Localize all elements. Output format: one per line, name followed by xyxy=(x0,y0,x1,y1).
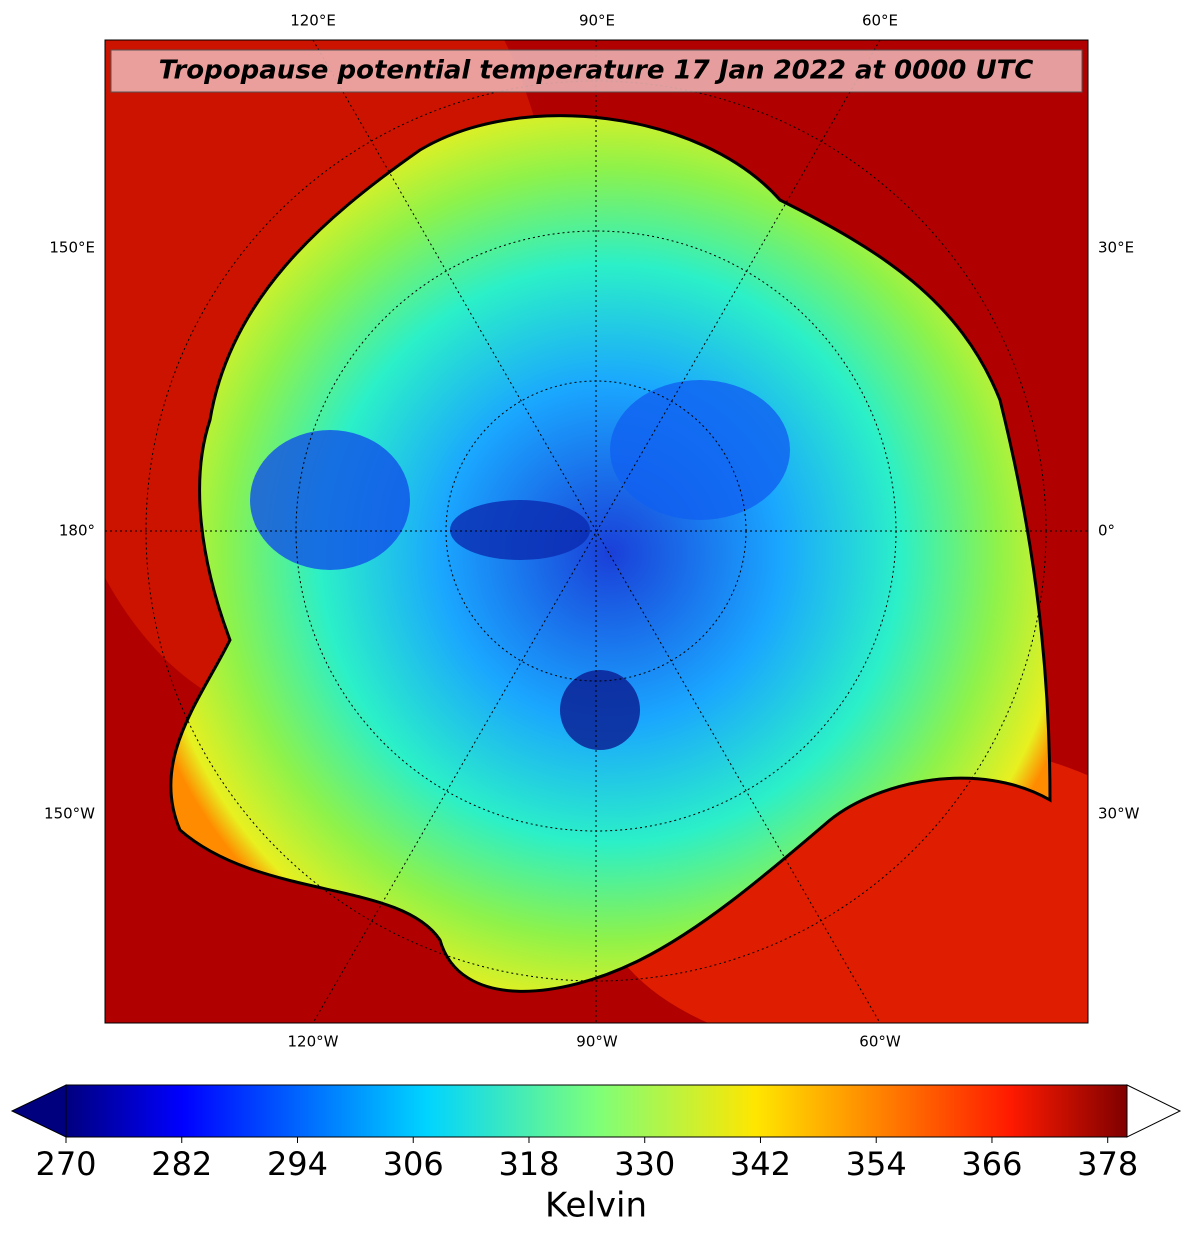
lon-label: 120°W xyxy=(288,1033,339,1051)
colorbar-tick-label: 378 xyxy=(1077,1145,1138,1183)
colorbar-tick-label: 366 xyxy=(961,1145,1022,1183)
lon-label: 120°E xyxy=(290,12,336,30)
lon-label: 30°E xyxy=(1098,239,1134,257)
colorbar-bar xyxy=(65,1084,1128,1138)
lon-label: 90°E xyxy=(579,12,615,30)
colorbar-tick-label: 342 xyxy=(730,1145,791,1183)
colorbar-label: Kelvin xyxy=(545,1186,647,1226)
lon-label: 180° xyxy=(59,522,95,540)
title: Tropopause potential temperature 17 Jan … xyxy=(159,56,1034,86)
colorbar-tick-label: 282 xyxy=(151,1145,212,1183)
lon-label: 90°W xyxy=(576,1033,618,1051)
colorbar-tick-label: 354 xyxy=(846,1145,907,1183)
colorbar-tick-label: 318 xyxy=(498,1145,559,1183)
lon-label: 150°E xyxy=(49,239,95,257)
colorbar-tick-label: 330 xyxy=(614,1145,675,1183)
map-frame xyxy=(104,39,1089,1024)
colorbar-extend-high xyxy=(1126,1084,1182,1138)
lon-label: 30°W xyxy=(1098,805,1140,823)
lon-label: 150°W xyxy=(44,805,95,823)
colorbar-tick-label: 306 xyxy=(383,1145,444,1183)
map-area xyxy=(105,40,1088,1023)
lon-label: 60°W xyxy=(859,1033,901,1051)
lon-label: 60°E xyxy=(862,12,898,30)
colorbar-tick-label: 294 xyxy=(267,1145,328,1183)
colorbar xyxy=(10,1084,1182,1138)
colorbar-tick-label: 270 xyxy=(35,1145,96,1183)
lon-label: 0° xyxy=(1098,522,1115,540)
colorbar-extend-low xyxy=(10,1084,67,1138)
title-box xyxy=(110,49,1083,93)
